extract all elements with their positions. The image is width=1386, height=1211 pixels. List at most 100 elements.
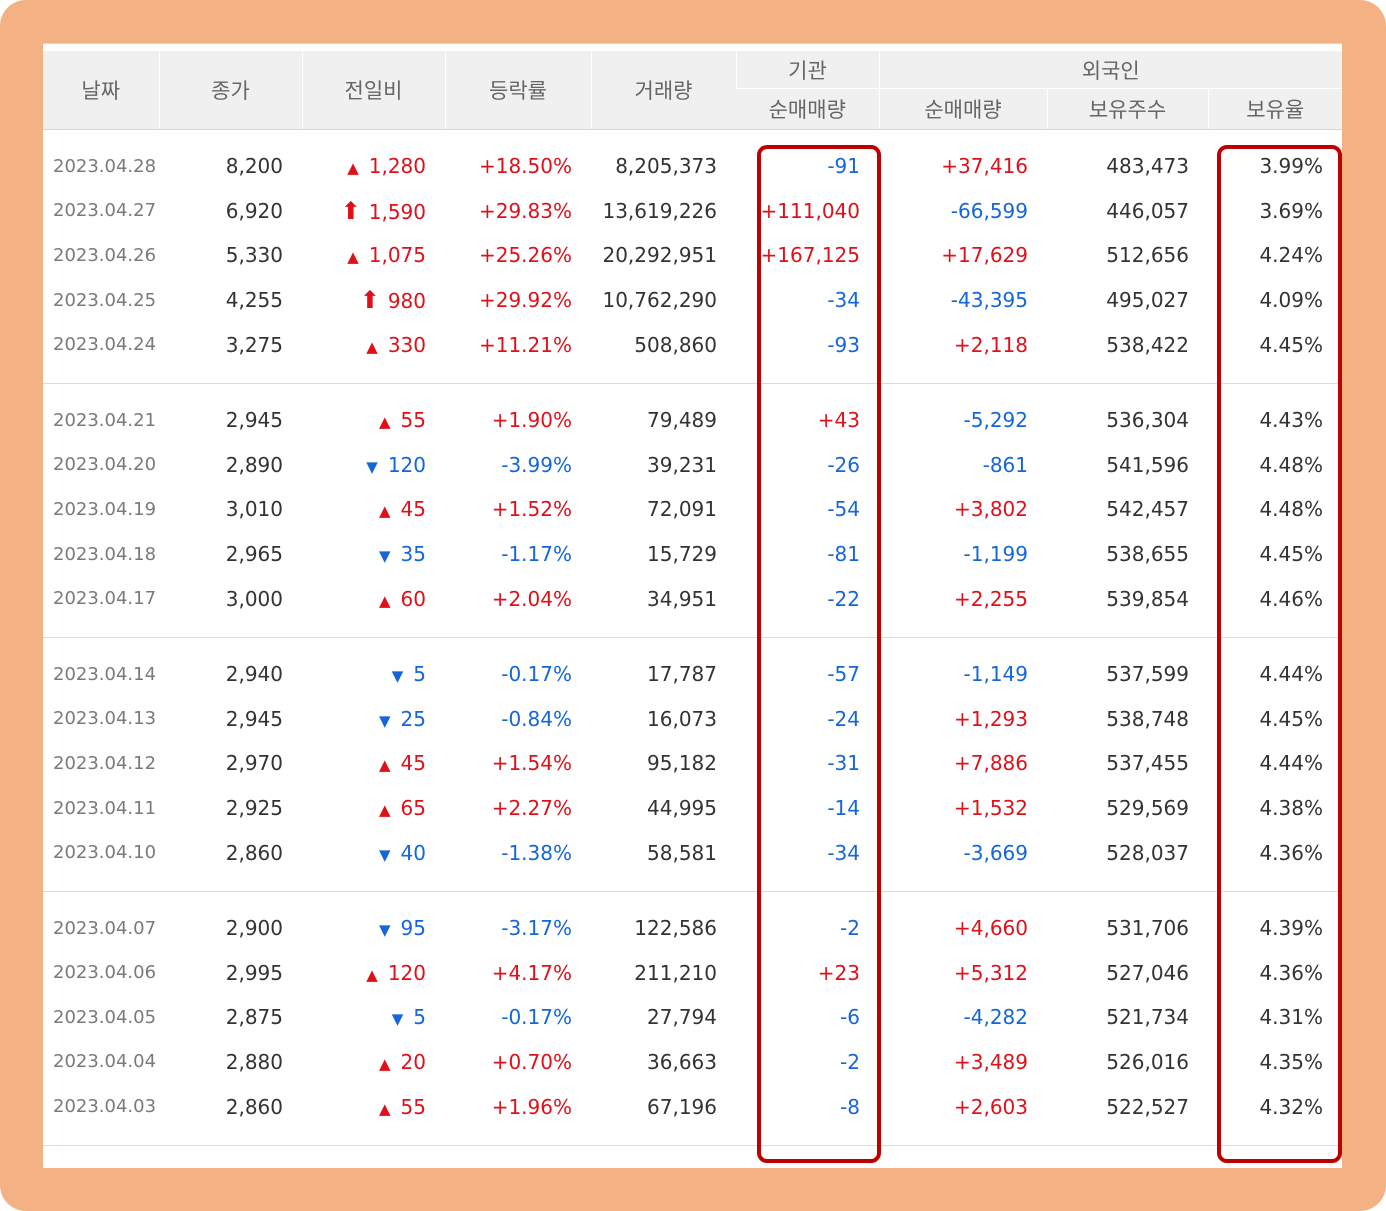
triangle-up-icon: ▲ (366, 337, 378, 356)
inst-net-cell: -8 (840, 1094, 860, 1119)
foreign-ratio-cell: 4.45% (1259, 542, 1323, 567)
rate-cell: -3.99% (501, 452, 572, 477)
table-row: 2023.04.19 3,010 ▲ 45 +1.52% 72,091 -54 +3,802 5… (43, 487, 1342, 532)
foreign-holdings-cell: 446,057 (1106, 198, 1189, 223)
change-value: 5 (413, 662, 426, 687)
table-row: 2023.04.05 2,875 ▼ 5 -0.17% 27,794 -6 -4,282 521… (43, 995, 1342, 1040)
header-top-line (43, 43, 1342, 51)
foreign-holdings-cell: 483,473 (1106, 154, 1189, 179)
foreign-holdings-cell: 522,527 (1106, 1094, 1189, 1119)
foreign-net-cell: +3,802 (953, 497, 1028, 522)
change-value: 45 (400, 497, 426, 522)
group-top-spacer (43, 891, 1342, 906)
table-row: 2023.04.10 2,860 ▼ 40 -1.38% 58,581 -34 -3,669 5… (43, 830, 1342, 875)
foreign-holdings-cell: 521,734 (1106, 1005, 1189, 1030)
inst-net-cell: +167,125 (760, 243, 860, 268)
change-cell: ▲ 55 (302, 1084, 445, 1129)
group-divider-cell (43, 1128, 1342, 1146)
foreign-net-cell: +2,118 (953, 332, 1028, 357)
triangle-down-icon: ▼ (379, 547, 391, 566)
inst-net-cell: -22 (827, 586, 860, 611)
inst-net-cell: -6 (840, 1005, 860, 1030)
volume-cell: 20,292,951 (602, 243, 717, 268)
limit-up-arrow-icon: ⬆ (340, 196, 361, 225)
group-divider-cell (43, 620, 1342, 638)
date-cell: 2023.04.12 (53, 752, 157, 774)
table-row: 2023.04.18 2,965 ▼ 35 -1.17% 15,729 -81 -1,199 5… (43, 532, 1342, 577)
table-row: 2023.04.27 6,920 ⬆ 1,590 +29.83% 13,619,226 +1… (43, 189, 1342, 234)
change-cell: ▲ 20 (302, 1040, 445, 1085)
date-cell: 2023.04.13 (53, 708, 157, 730)
change-value: 120 (387, 452, 426, 477)
change-cell: ▲ 60 (302, 576, 445, 621)
table-row: 2023.04.11 2,925 ▲ 65 +2.27% 44,995 -14 +1,532 5… (43, 786, 1342, 831)
inst-net-cell: -31 (827, 751, 860, 776)
header-foreign-holdings: 보유주수 (1046, 88, 1208, 130)
date-cell: 2023.04.28 (53, 155, 157, 177)
change-value: 20 (400, 1049, 426, 1074)
foreign-ratio-cell: 4.36% (1259, 960, 1323, 985)
table-row: 2023.04.14 2,940 ▼ 5 -0.17% 17,787 -57 -1,149 53… (43, 652, 1342, 697)
triangle-up-icon: ▲ (379, 801, 391, 820)
close-cell: 6,920 (225, 198, 283, 223)
foreign-holdings-cell: 528,037 (1106, 840, 1189, 865)
change-value: 40 (400, 840, 426, 865)
foreign-net-cell: +1,293 (953, 706, 1028, 731)
change-value: 980 (387, 289, 426, 314)
change-value: 25 (400, 706, 426, 731)
change-cell: ▲ 120 (302, 951, 445, 996)
change-value: 1,075 (368, 243, 426, 268)
header-date: 날짜 (43, 51, 159, 130)
header-inst-net: 순매매량 (736, 88, 879, 130)
close-cell: 2,945 (225, 706, 283, 731)
table-row: 2023.04.20 2,890 ▼ 120 -3.99% 39,231 -26 -861 54… (43, 443, 1342, 488)
group-divider (43, 620, 1342, 638)
volume-cell: 10,762,290 (602, 288, 717, 313)
foreign-holdings-cell: 512,656 (1106, 243, 1189, 268)
foreign-net-cell: +37,416 (941, 154, 1028, 179)
change-value: 35 (400, 542, 426, 567)
close-cell: 2,875 (225, 1005, 283, 1030)
inst-net-cell: +43 (817, 408, 860, 433)
foreign-holdings-cell: 536,304 (1106, 408, 1189, 433)
triangle-up-icon: ▲ (347, 159, 359, 178)
change-value: 1,280 (368, 154, 426, 179)
volume-cell: 39,231 (647, 452, 717, 477)
date-cell: 2023.04.27 (53, 200, 157, 222)
foreign-ratio-cell: 3.99% (1259, 154, 1323, 179)
rate-cell: +2.27% (491, 796, 572, 821)
rate-cell: +29.92% (478, 288, 572, 313)
close-cell: 2,945 (225, 408, 283, 433)
foreign-holdings-cell: 538,422 (1106, 332, 1189, 357)
foreign-ratio-cell: 4.35% (1259, 1049, 1323, 1074)
close-cell: 2,995 (225, 960, 283, 985)
foreign-net-cell: +4,660 (953, 916, 1028, 941)
close-cell: 2,940 (225, 662, 283, 687)
header-foreign-ratio: 보유율 (1207, 88, 1342, 130)
close-cell: 3,000 (225, 586, 283, 611)
triangle-down-icon: ▼ (391, 1010, 404, 1029)
triangle-up-icon: ▲ (379, 756, 391, 775)
foreign-ratio-cell: 4.45% (1259, 332, 1323, 357)
close-cell: 2,860 (225, 840, 283, 865)
rate-cell: +1.90% (491, 408, 572, 433)
triangle-down-icon: ▼ (379, 921, 391, 940)
close-cell: 2,880 (225, 1049, 283, 1074)
group-divider (43, 1128, 1342, 1146)
foreign-ratio-cell: 4.46% (1259, 586, 1323, 611)
foreign-holdings-cell: 527,046 (1106, 960, 1189, 985)
group-top-spacer (43, 130, 1342, 145)
date-cell: 2023.04.19 (53, 498, 157, 520)
volume-cell: 95,182 (647, 751, 717, 776)
close-cell: 2,925 (225, 796, 283, 821)
table-row: 2023.04.13 2,945 ▼ 25 -0.84% 16,073 -24 +1,293 5… (43, 697, 1342, 742)
table-row: 2023.04.07 2,900 ▼ 95 -3.17% 122,586 -2 +4,660 5… (43, 906, 1342, 951)
rate-cell: -3.17% (501, 916, 572, 941)
change-value: 95 (400, 916, 426, 941)
close-cell: 8,200 (225, 154, 283, 179)
inst-net-cell: -81 (827, 542, 860, 567)
change-cell: ▼ 5 (302, 995, 445, 1040)
foreign-net-cell: -1,149 (963, 662, 1028, 687)
volume-cell: 27,794 (647, 1005, 717, 1030)
table-row: 2023.04.26 5,330 ▲ 1,075 +25.26% 20,292,951 +1… (43, 233, 1342, 278)
